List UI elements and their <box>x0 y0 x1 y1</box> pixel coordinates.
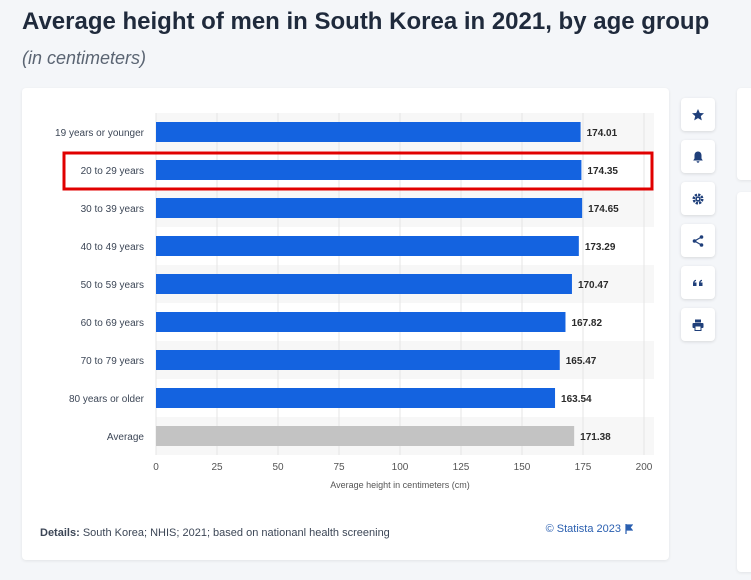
category-label: 60 to 69 years <box>81 318 144 329</box>
notification-button[interactable] <box>681 140 715 173</box>
category-label: 30 to 39 years <box>81 204 144 215</box>
favorite-button[interactable] <box>681 98 715 131</box>
category-label: 80 years or older <box>69 394 145 405</box>
chart-toolbar <box>681 98 715 341</box>
chart-card: 19 years or younger 174.01 20 to 29 years 1… <box>22 88 669 560</box>
details-text: South Korea; NHIS; 2021; based on nation… <box>82 527 390 539</box>
bar[interactable] <box>156 274 572 294</box>
chart-subtitle: (in centimeters) <box>22 48 147 68</box>
tick-label: 100 <box>392 462 409 473</box>
credit-text[interactable]: © Statista 2023 <box>545 523 621 535</box>
category-label: 70 to 79 years <box>81 356 144 367</box>
category-label: Average <box>107 432 145 443</box>
tick-label: 125 <box>453 462 470 473</box>
bar[interactable] <box>156 312 566 332</box>
value-label: 174.35 <box>587 166 618 177</box>
highlight-box <box>62 151 654 191</box>
bar[interactable] <box>156 236 579 256</box>
settings-button[interactable] <box>681 182 715 215</box>
bar[interactable] <box>156 160 582 180</box>
value-label: 174.01 <box>587 128 618 139</box>
tick-label: 175 <box>575 462 592 473</box>
value-label: 163.54 <box>561 394 592 405</box>
quote-icon <box>693 279 703 286</box>
share-button[interactable] <box>681 224 715 257</box>
bar[interactable] <box>156 426 575 446</box>
share-icon <box>692 234 704 247</box>
value-label: 173.29 <box>585 242 616 253</box>
gear-icon <box>692 193 704 204</box>
print-icon <box>692 319 704 331</box>
category-label: 20 to 29 years <box>81 166 144 177</box>
value-label: 165.47 <box>566 356 597 367</box>
statista-credit[interactable]: © Statista 2023 <box>546 523 633 535</box>
print-button[interactable] <box>681 308 715 341</box>
bar[interactable] <box>156 122 581 142</box>
tick-label: 200 <box>636 462 653 473</box>
tick-label: 50 <box>272 462 284 473</box>
value-label: 174.65 <box>588 204 619 215</box>
bar-chart: 19 years or younger 174.01 20 to 29 years 1… <box>55 113 654 490</box>
value-label: 171.38 <box>580 432 611 443</box>
bar[interactable] <box>156 388 556 408</box>
value-label: 167.82 <box>571 318 602 329</box>
bell-icon <box>693 151 703 163</box>
side-panel-edge <box>737 88 751 180</box>
chart-title: Average height of men in South Korea in … <box>22 8 710 35</box>
bar[interactable] <box>156 350 560 370</box>
category-label: 50 to 59 years <box>81 280 144 291</box>
details-note: Details: South Korea; NHIS; 2021; based … <box>40 527 390 539</box>
tick-label: 75 <box>333 462 345 473</box>
cite-button[interactable] <box>681 266 715 299</box>
side-panel-edge-lower <box>737 192 751 572</box>
details-label: Details: <box>40 527 80 539</box>
star-icon <box>692 108 704 120</box>
tick-label: 150 <box>514 462 531 473</box>
tick-label: 0 <box>153 462 159 473</box>
category-label: 40 to 49 years <box>81 242 144 253</box>
flag-icon <box>625 524 633 534</box>
bar[interactable] <box>156 198 583 218</box>
tick-label: 25 <box>211 462 223 473</box>
x-axis-label: Average height in centimeters (cm) <box>330 480 469 490</box>
value-label: 170.47 <box>578 280 609 291</box>
category-label: 19 years or younger <box>55 128 145 139</box>
